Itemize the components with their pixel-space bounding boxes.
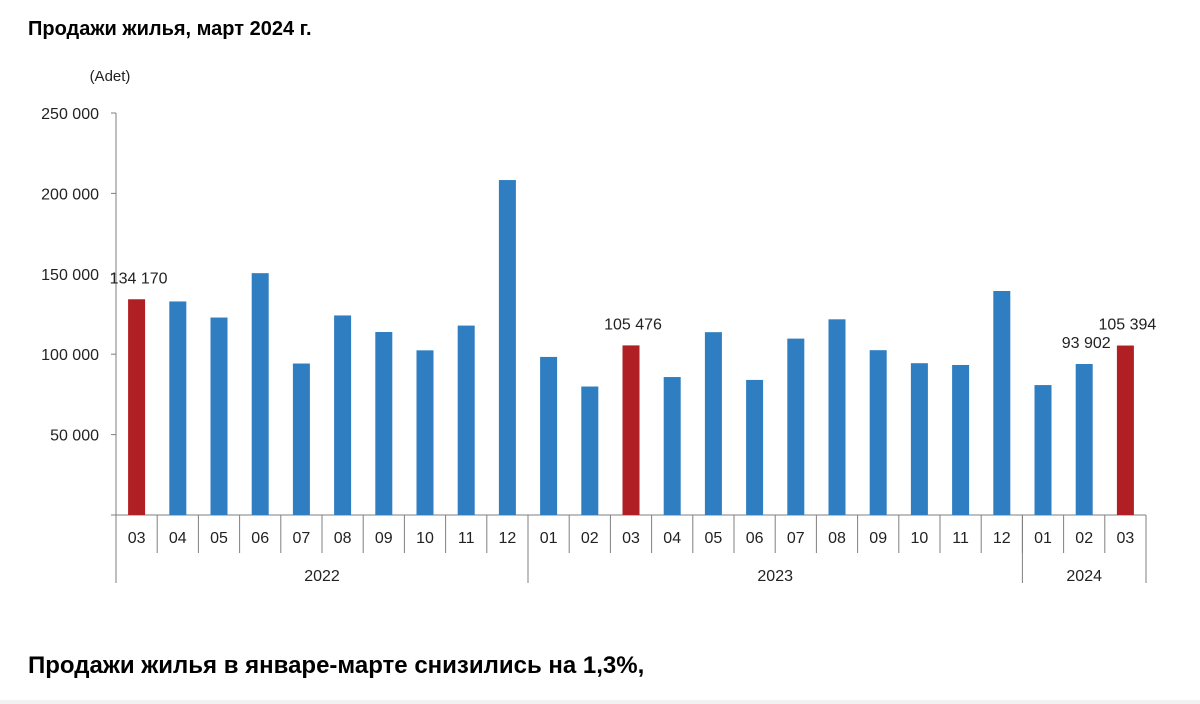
bar <box>416 350 434 515</box>
footer-divider <box>0 700 1200 704</box>
bar <box>540 356 558 515</box>
x-tick-label: 07 <box>293 530 311 547</box>
x-tick-label: 11 <box>952 530 969 547</box>
bar <box>828 319 846 515</box>
bar <box>457 325 475 515</box>
bar <box>581 386 599 515</box>
x-tick-label: 08 <box>334 530 352 547</box>
x-tick-label: 01 <box>540 530 558 547</box>
x-tick-label: 05 <box>705 530 723 547</box>
bar <box>292 363 310 515</box>
data-label: 105 394 <box>1098 317 1156 334</box>
bar <box>498 180 516 516</box>
bar <box>334 315 352 515</box>
x-tick-label: 03 <box>1117 530 1135 547</box>
bar <box>746 379 764 515</box>
y-unit-label: (Adet) <box>90 68 131 85</box>
x-tick-label: 09 <box>869 530 887 547</box>
bar <box>375 332 393 515</box>
x-tick-label: 06 <box>746 530 764 547</box>
x-tick-label: 04 <box>169 530 187 547</box>
bar-highlight <box>622 345 640 515</box>
x-tick-label: 03 <box>128 530 146 547</box>
bar <box>663 377 681 515</box>
bar <box>993 291 1011 515</box>
x-year-label: 2023 <box>757 568 793 585</box>
x-year-label: 2022 <box>304 568 340 585</box>
x-tick-label: 10 <box>416 530 434 547</box>
y-tick-label: 250 000 <box>41 106 99 123</box>
bar <box>910 363 928 515</box>
bar <box>704 332 722 515</box>
data-label: 93 902 <box>1062 335 1111 352</box>
x-tick-label: 12 <box>993 530 1011 547</box>
bar <box>210 317 228 515</box>
housing-sales-bar-chart: (Adet) 50 000 100 000 150 000 200 000 250 000… <box>41 68 1156 585</box>
bar <box>169 301 187 515</box>
x-tick-label: 04 <box>663 530 681 547</box>
y-tick-label: 50 000 <box>50 428 99 445</box>
x-tick-label: 08 <box>828 530 846 547</box>
bar <box>1075 364 1093 515</box>
bar <box>251 273 269 515</box>
bar-highlight <box>128 299 146 515</box>
y-tick-label: 200 000 <box>41 186 99 203</box>
y-tick-label: 150 000 <box>41 267 99 284</box>
x-tick-label: 09 <box>375 530 393 547</box>
x-tick-label: 01 <box>1034 530 1052 547</box>
x-tick-label: 02 <box>1075 530 1093 547</box>
bar <box>787 338 805 515</box>
bar-highlight <box>1116 345 1134 515</box>
x-tick-label: 02 <box>581 530 599 547</box>
bar <box>869 350 887 515</box>
x-tick-label: 03 <box>622 530 640 547</box>
y-tick-label: 100 000 <box>41 347 99 364</box>
data-label: 134 170 <box>110 270 168 287</box>
x-tick-label: 06 <box>251 530 269 547</box>
bar <box>1034 385 1052 515</box>
page-title: Продажи жилья, март 2024 г. <box>28 18 312 40</box>
x-tick-label: 07 <box>787 530 805 547</box>
x-tick-label: 10 <box>911 530 929 547</box>
x-tick-label: 12 <box>499 530 517 547</box>
x-year-label: 2024 <box>1066 568 1102 585</box>
x-tick-label: 05 <box>210 530 228 547</box>
footer-headline: Продажи жилья в январе-марте снизились н… <box>28 652 645 679</box>
x-tick-label: 11 <box>458 530 475 547</box>
data-label: 105 476 <box>604 316 662 333</box>
bar <box>952 364 970 515</box>
